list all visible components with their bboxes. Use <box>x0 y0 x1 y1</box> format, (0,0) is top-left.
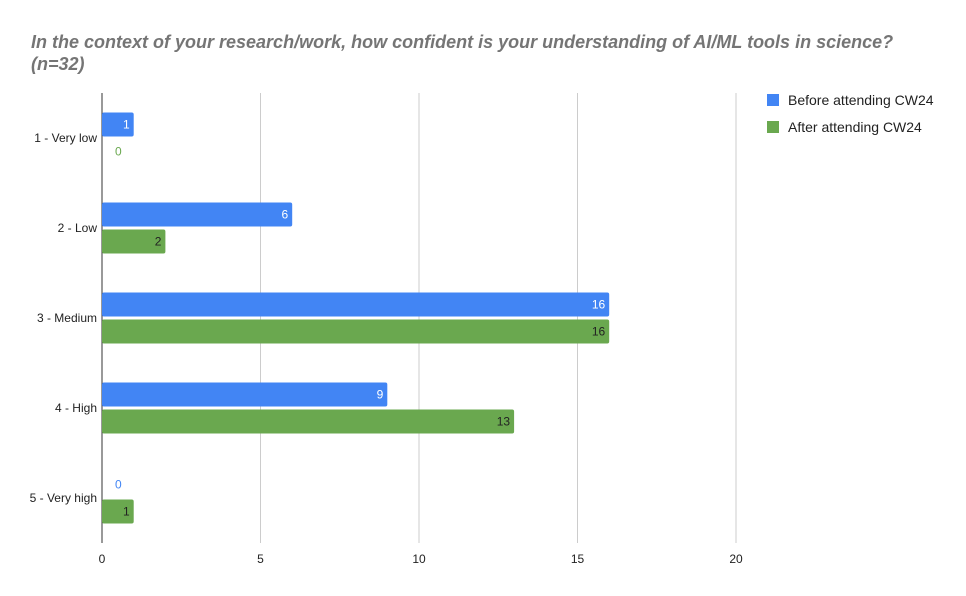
data-label: 16 <box>592 325 606 339</box>
x-tick-label: 20 <box>729 552 743 566</box>
data-label: 1 <box>123 505 130 519</box>
x-tick-label: 15 <box>571 552 585 566</box>
chart-title: In the context of your research/work, ho… <box>31 32 894 74</box>
bar-after <box>102 229 166 254</box>
data-label: 1 <box>123 118 130 132</box>
category-label: 2 - Low <box>58 221 98 235</box>
bar-before <box>102 292 610 317</box>
data-label: 0 <box>115 145 122 159</box>
legend-label: Before attending CW24 <box>788 92 934 108</box>
category-label: 3 - Medium <box>37 311 97 325</box>
data-label: 9 <box>377 388 384 402</box>
category-label: 1 - Very low <box>34 131 97 145</box>
legend-swatch <box>767 94 779 106</box>
category-label: 5 - Very high <box>30 491 97 505</box>
data-label: 2 <box>155 235 162 249</box>
bar-before <box>102 382 388 407</box>
x-tick-label: 5 <box>257 552 264 566</box>
bar-after <box>102 319 610 344</box>
legend-label: After attending CW24 <box>788 119 922 135</box>
data-label: 6 <box>282 208 289 222</box>
bar-after <box>102 499 134 524</box>
bar-after <box>102 409 515 434</box>
data-label: 0 <box>115 478 122 492</box>
data-label: 13 <box>497 415 511 429</box>
category-label: 4 - High <box>55 401 97 415</box>
legend-swatch <box>767 121 779 133</box>
bar-before <box>102 202 293 227</box>
x-tick-label: 10 <box>412 552 426 566</box>
x-tick-label: 0 <box>99 552 106 566</box>
data-label: 16 <box>592 298 606 312</box>
bar-before <box>102 112 134 137</box>
